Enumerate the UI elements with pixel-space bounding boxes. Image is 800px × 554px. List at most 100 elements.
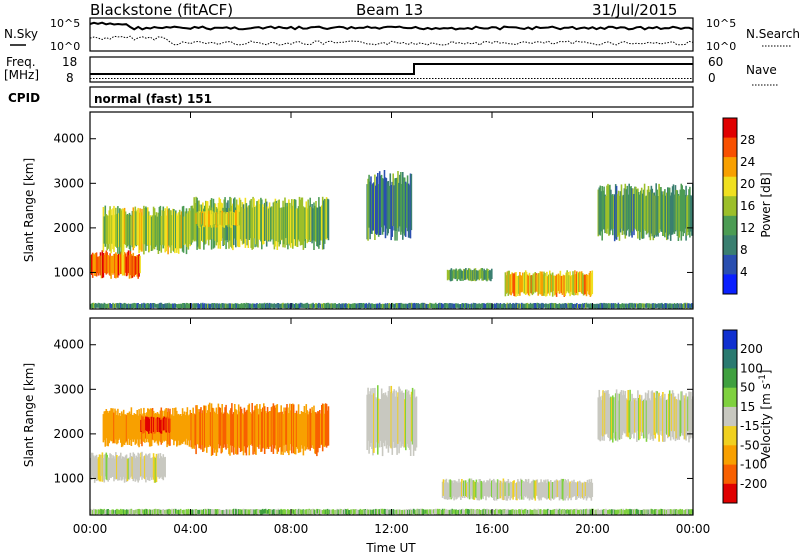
echo-mark: [624, 183, 627, 239]
echo-mark: [283, 407, 285, 446]
echo-mark: [165, 417, 168, 433]
echo-mark: [399, 303, 401, 309]
echo-mark: [261, 509, 263, 515]
echo-mark: [124, 253, 127, 273]
echo-mark: [483, 508, 485, 515]
echo-mark: [635, 186, 637, 230]
echo-mark: [387, 303, 390, 309]
echo-mark: [505, 275, 508, 294]
noise-right-top-tick: 10^5: [706, 17, 736, 30]
echo-mark: [103, 302, 106, 308]
echo-mark: [245, 509, 248, 515]
echo-mark: [500, 481, 503, 497]
echo-mark: [228, 208, 230, 249]
echo-mark: [208, 402, 211, 445]
echo-mark: [257, 304, 259, 308]
echo-mark: [149, 457, 152, 478]
echo-mark: [332, 509, 335, 515]
echo-mark: [410, 509, 413, 515]
echo-mark: [186, 213, 189, 248]
echo-mark: [406, 303, 408, 309]
echo-mark: [465, 483, 468, 498]
echo-mark: [156, 216, 159, 251]
echo-mark: [374, 509, 376, 515]
echo-mark: [138, 409, 140, 448]
echo-mark: [255, 405, 257, 455]
echo-mark: [151, 303, 154, 308]
echo-mark: [204, 508, 206, 515]
echo-mark: [464, 303, 466, 308]
echo-mark: [682, 189, 684, 237]
echo-mark: [405, 183, 408, 228]
echo-mark: [509, 509, 511, 515]
echo-mark: [300, 197, 303, 245]
echo-mark: [586, 509, 589, 515]
echo-mark: [656, 303, 658, 308]
echo-mark: [459, 304, 461, 309]
echo-mark: [143, 419, 145, 434]
echo-mark: [388, 303, 391, 308]
echo-mark: [128, 304, 131, 309]
echo-mark: [606, 185, 608, 234]
echo-mark: [151, 215, 154, 251]
echo-mark: [163, 304, 165, 308]
echo-mark: [204, 212, 206, 227]
echo-mark: [190, 205, 193, 245]
echo-mark: [298, 508, 301, 515]
echo-mark: [478, 479, 481, 501]
echo-mark: [406, 175, 409, 232]
echo-mark: [621, 395, 624, 436]
nsky-label: N.Sky: [4, 27, 38, 41]
echo-mark: [609, 509, 612, 514]
echo-mark: [255, 205, 257, 245]
echo-mark: [132, 303, 135, 308]
echo-mark: [660, 508, 662, 515]
echo-mark: [177, 413, 180, 441]
echo-mark: [411, 509, 414, 514]
echo-mark: [226, 212, 228, 226]
echo-mark: [140, 419, 142, 432]
echo-mark: [547, 508, 549, 515]
echo-mark: [543, 509, 545, 515]
echo-mark: [228, 414, 230, 455]
echo-mark: [535, 273, 538, 292]
echo-mark: [581, 273, 584, 294]
echo-mark: [494, 304, 497, 308]
echo-mark: [113, 205, 115, 252]
echo-mark: [208, 210, 210, 227]
echo-mark: [155, 304, 158, 308]
freq-tick-8: 8: [66, 71, 74, 85]
echo-mark: [403, 392, 405, 448]
echo-mark: [645, 400, 648, 442]
echo-mark: [571, 480, 573, 498]
echo-mark: [459, 268, 461, 281]
echo-mark: [263, 406, 266, 454]
echo-mark: [486, 480, 488, 497]
echo-mark: [568, 482, 570, 499]
echo-mark: [471, 304, 474, 308]
echo-mark: [197, 213, 199, 226]
echo-mark: [543, 303, 545, 308]
echo-mark: [197, 409, 199, 445]
echo-mark: [313, 202, 315, 250]
echo-mark: [578, 509, 580, 514]
echo-mark: [555, 508, 558, 515]
echo-mark: [102, 304, 105, 309]
echo-mark: [173, 508, 175, 514]
echo-mark: [333, 510, 336, 515]
echo-mark: [213, 212, 216, 225]
echo-mark: [122, 254, 125, 276]
echo-mark: [367, 303, 369, 309]
echo-mark: [303, 510, 306, 515]
echo-mark: [596, 509, 598, 514]
colorbar-tick-label: 50: [740, 381, 755, 395]
echo-mark: [405, 303, 407, 308]
echo-mark: [206, 413, 208, 453]
echo-mark: [456, 510, 458, 515]
echo-mark: [118, 456, 120, 481]
echo-mark: [509, 274, 511, 295]
echo-mark: [328, 303, 331, 309]
echo-mark: [484, 509, 486, 514]
echo-mark: [368, 174, 370, 228]
echo-mark: [130, 215, 133, 246]
